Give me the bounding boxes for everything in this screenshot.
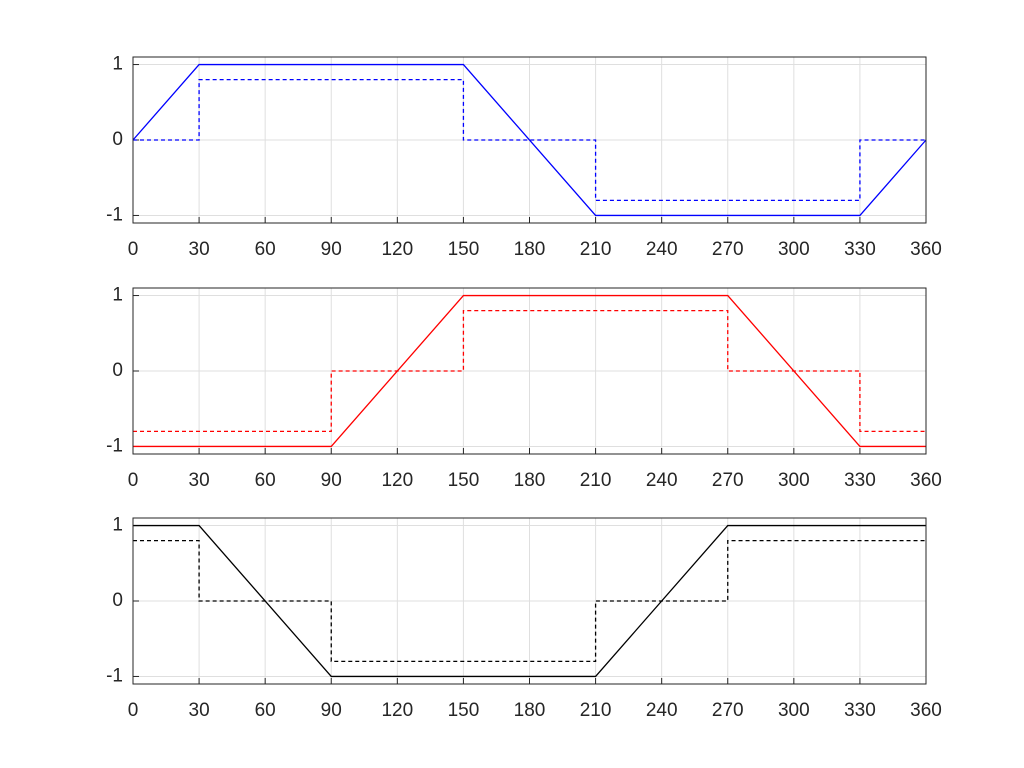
x-tick-label: 300 (778, 470, 810, 491)
x-tick-label: 90 (321, 700, 342, 721)
x-tick-label: 180 (514, 700, 546, 721)
data-line (133, 309, 926, 433)
x-tick-label: 270 (712, 239, 744, 260)
y-tick-label: 0 (112, 129, 123, 150)
x-tick-label: 360 (910, 470, 942, 491)
x-tick-label: 60 (255, 700, 276, 721)
y-tick-label: -1 (106, 665, 123, 686)
y-tick-label: 1 (112, 54, 123, 75)
x-tick-label: 30 (189, 239, 210, 260)
x-tick-label: 240 (646, 239, 678, 260)
x-tick-label: 270 (712, 470, 744, 491)
y-tick-label: 0 (112, 360, 123, 381)
axes-box (132, 517, 927, 685)
x-tick-label: 270 (712, 700, 744, 721)
x-tick-label: 30 (189, 700, 210, 721)
axes-box (132, 56, 927, 224)
x-tick-label: 120 (381, 239, 413, 260)
x-tick-label: 360 (910, 700, 942, 721)
x-tick-label: 150 (448, 700, 480, 721)
x-tick-label: 330 (844, 239, 876, 260)
x-tick-label: 0 (128, 470, 139, 491)
x-tick-label: 210 (580, 700, 612, 721)
y-tick-label: 1 (112, 515, 123, 536)
x-tick-label: 210 (580, 470, 612, 491)
axes-box (132, 287, 927, 455)
x-tick-label: 150 (448, 239, 480, 260)
x-tick-label: 0 (128, 700, 139, 721)
data-line (133, 539, 926, 663)
x-tick-label: 300 (778, 239, 810, 260)
x-tick-label: 90 (321, 239, 342, 260)
x-tick-label: 330 (844, 470, 876, 491)
x-tick-label: 60 (255, 239, 276, 260)
x-tick-label: 0 (128, 239, 139, 260)
y-tick-label: -1 (106, 204, 123, 225)
x-tick-label: 240 (646, 470, 678, 491)
x-tick-label: 30 (189, 470, 210, 491)
x-tick-label: 180 (514, 470, 546, 491)
y-tick-label: -1 (106, 435, 123, 456)
x-tick-label: 180 (514, 239, 546, 260)
data-line (133, 78, 926, 202)
x-tick-label: 90 (321, 470, 342, 491)
x-tick-label: 300 (778, 700, 810, 721)
x-tick-label: 210 (580, 239, 612, 260)
x-tick-label: 360 (910, 239, 942, 260)
x-tick-label: 240 (646, 700, 678, 721)
x-tick-label: 120 (381, 700, 413, 721)
x-tick-label: 150 (448, 470, 480, 491)
data-line (132, 63, 927, 217)
x-tick-label: 60 (255, 470, 276, 491)
y-tick-label: 0 (112, 590, 123, 611)
x-tick-label: 330 (844, 700, 876, 721)
x-tick-label: 120 (381, 470, 413, 491)
data-line (133, 294, 926, 448)
data-line (133, 524, 926, 678)
y-tick-label: 1 (112, 285, 123, 306)
